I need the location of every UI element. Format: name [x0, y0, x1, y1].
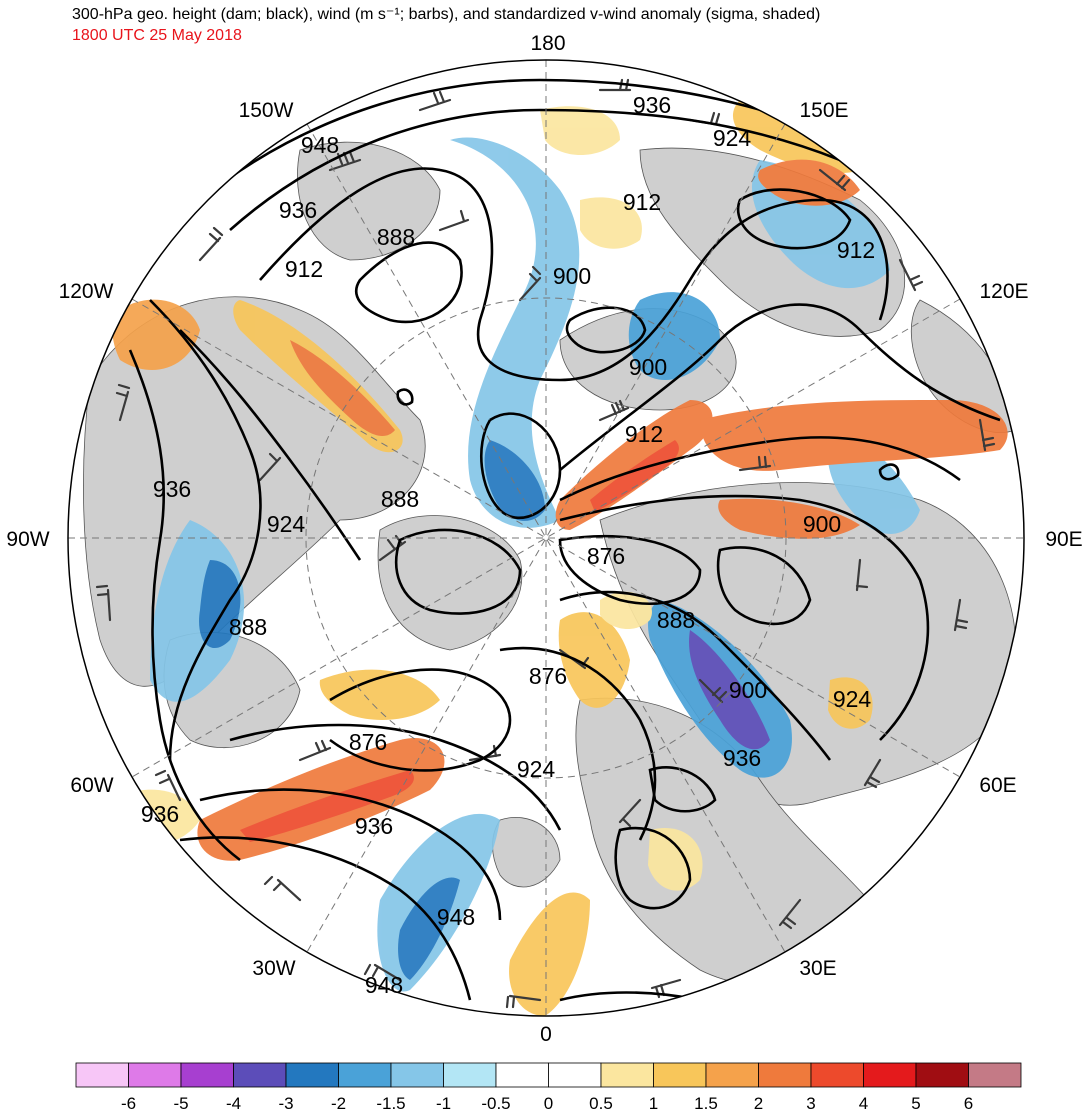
contour-label: 924 [267, 511, 306, 537]
contour-label: 900 [629, 354, 667, 380]
contour-label: 888 [657, 607, 695, 633]
map-boundary [67, 59, 1025, 1017]
contour-label: 948 [301, 132, 339, 158]
colorbar-swatch [338, 1062, 392, 1088]
contour-label: 900 [553, 263, 591, 289]
colorbar-tick-label: 4 [859, 1094, 868, 1112]
contour-label: 912 [625, 421, 663, 447]
colorbar-swatch [285, 1062, 339, 1088]
colorbar-tick-label: 3 [806, 1094, 815, 1112]
lon-label-120w: 120W [59, 280, 114, 303]
lon-label-90e: 90E [1045, 528, 1082, 551]
colorbar: -6 -5 -4 -3 -2 -1.5 -1 -0.5 0 0.5 1 1.5 2 3 4 5 6 [75, 1062, 1022, 1112]
colorbar-tick-label: -1.5 [376, 1094, 405, 1112]
colorbar-swatch [233, 1062, 287, 1088]
valid-time: 1800 UTC 25 May 2018 [72, 27, 242, 44]
contour-label: 936 [355, 813, 393, 839]
contour-label: 948 [437, 904, 475, 930]
colorbar-swatch [180, 1062, 234, 1088]
contour-label: 900 [729, 677, 767, 703]
colorbar-tick-label: -4 [226, 1094, 241, 1112]
contour-label: 912 [837, 237, 875, 263]
colorbar-tick-label: 0.5 [589, 1094, 613, 1112]
colorbar-swatch [600, 1062, 654, 1088]
contour-label: 888 [377, 224, 415, 250]
colorbar-tick-label: 1.5 [694, 1094, 718, 1112]
colorbar-swatch [968, 1062, 1022, 1088]
contour-label: 924 [517, 756, 556, 782]
chart-title: 300-hPa geo. height (dam; black), wind (… [72, 6, 821, 23]
colorbar-tick-label: 0 [544, 1094, 553, 1112]
contour-label: 948 [365, 972, 403, 998]
contour-label: 888 [381, 486, 419, 512]
colorbar-tick-label: -6 [121, 1094, 136, 1112]
colorbar-swatch [758, 1062, 812, 1088]
colorbar-tick-label: -1 [436, 1094, 451, 1112]
contour-label: 900 [803, 511, 841, 537]
colorbar-swatch [810, 1062, 864, 1088]
colorbar-swatch [705, 1062, 759, 1088]
colorbar-swatch [128, 1062, 182, 1088]
contour-label: 876 [587, 543, 625, 569]
colorbar-swatch [443, 1062, 497, 1088]
contour-label: 936 [279, 197, 317, 223]
contour-label: 912 [623, 189, 661, 215]
contour-label: 924 [713, 125, 752, 151]
colorbar-swatch [495, 1062, 549, 1088]
contour-label: 936 [723, 745, 761, 771]
lon-label-150w: 150W [239, 99, 294, 122]
contour-label: 876 [529, 663, 567, 689]
lon-label-30w: 30W [252, 957, 295, 980]
lon-label-60w: 60W [70, 774, 113, 797]
colorbar-tick-label: -5 [173, 1094, 188, 1112]
colorbar-tick-label: -0.5 [481, 1094, 510, 1112]
colorbar-tick-label: -2 [331, 1094, 346, 1112]
colorbar-tick-label: 5 [911, 1094, 920, 1112]
graticule [68, 60, 1024, 1016]
lon-label-30e: 30E [799, 957, 836, 980]
map-disk [68, 60, 1024, 1016]
lon-label-180: 180 [530, 32, 565, 55]
colorbar-tick-label: 6 [964, 1094, 973, 1112]
lon-label-120e: 120E [979, 280, 1028, 303]
colorbar-tick-label: 2 [754, 1094, 763, 1112]
colorbar-tick-label: 1 [649, 1094, 658, 1112]
contour-label: 936 [141, 801, 179, 827]
colorbar-swatch [915, 1062, 969, 1088]
contour-label: 876 [349, 729, 387, 755]
contour-labels: 936 948 924 936 912 888 912 900 912 900 … [141, 92, 875, 998]
colorbar-swatch [863, 1062, 917, 1088]
lon-label-150e: 150E [799, 99, 848, 122]
colorbar-tick-label: -3 [278, 1094, 293, 1112]
contour-label: 936 [153, 476, 191, 502]
lon-label-90w: 90W [6, 528, 49, 551]
colorbar-swatch [390, 1062, 444, 1088]
colorbar-swatch [75, 1062, 129, 1088]
contour-label: 936 [633, 92, 671, 118]
lon-label-60e: 60E [979, 774, 1016, 797]
longitude-labels: 180 150E 120E 90E 60E 30E 0 30W 60W 90W … [6, 32, 1082, 1046]
contour-label: 912 [285, 256, 323, 282]
colorbar-swatch [653, 1062, 707, 1088]
contour-label: 888 [229, 614, 267, 640]
colorbar-swatch [548, 1062, 602, 1088]
contour-label: 924 [833, 686, 872, 712]
lon-label-0: 0 [540, 1023, 552, 1046]
